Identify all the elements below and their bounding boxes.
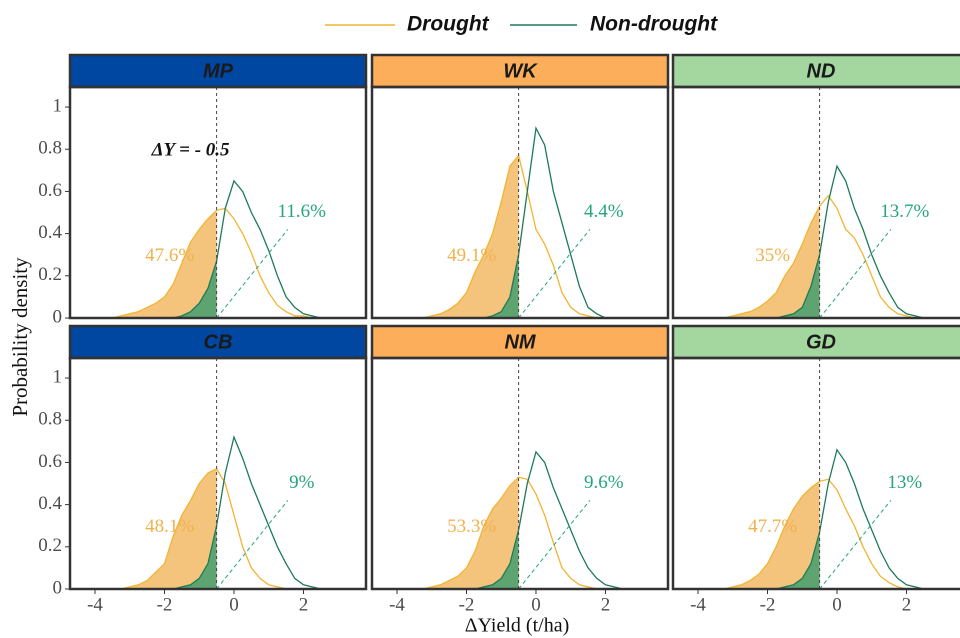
y-tick-label: 0.8 — [38, 138, 62, 159]
x-tick-label: -2 — [760, 594, 776, 615]
y-tick-label: 0.4 — [38, 493, 62, 514]
share-label: 11.6% — [278, 201, 327, 222]
leader-line — [518, 500, 591, 590]
shaded-area — [112, 261, 217, 318]
shaded-area — [715, 481, 820, 589]
x-tick-label: 0 — [229, 594, 239, 615]
leader-line — [819, 500, 892, 590]
y-tick-label: 0.2 — [38, 264, 62, 285]
y-tick-label: 0.6 — [38, 180, 62, 201]
panel-border — [370, 356, 670, 591]
strip-label: ND — [807, 60, 836, 82]
share-label: 47.7% — [748, 516, 797, 537]
density-line — [112, 435, 321, 590]
strip-label: WK — [503, 60, 538, 82]
legend-label: Non-drought — [590, 13, 718, 36]
x-tick-label: -2 — [459, 594, 475, 615]
share-label: 13.7% — [880, 201, 929, 222]
strip — [370, 53, 670, 89]
shaded-area — [715, 206, 820, 318]
strip-label: NM — [504, 331, 536, 353]
x-tick-label: 2 — [902, 594, 912, 615]
shaded-area — [715, 532, 820, 589]
leader-line — [216, 500, 289, 590]
share-label: 4.4% — [584, 201, 624, 222]
shaded-area — [112, 468, 217, 589]
density-line — [414, 476, 623, 590]
strip — [68, 324, 368, 360]
x-tick-label: 2 — [601, 594, 611, 615]
shaded-area — [414, 529, 519, 589]
shaded-area — [715, 254, 820, 318]
strip-label: CB — [204, 331, 233, 353]
y-tick-label: 1 — [53, 366, 63, 387]
x-axis-title: ΔYield (t/ha) — [465, 615, 570, 637]
leader-line — [216, 229, 289, 319]
share-label: 9% — [289, 472, 315, 493]
share-label: 13% — [887, 472, 922, 493]
x-tick-label: -4 — [87, 594, 103, 615]
y-tick-label: 0 — [53, 306, 63, 327]
y-axis-title: Probability density — [8, 257, 32, 417]
y-tick-label: 1 — [53, 95, 63, 116]
panel-border — [68, 356, 368, 591]
share-label: 48.1% — [145, 516, 194, 537]
x-tick-label: 0 — [832, 594, 842, 615]
density-line — [715, 194, 924, 319]
x-tick-label: 0 — [531, 594, 541, 615]
shaded-area — [414, 477, 519, 589]
strip-label: MP — [203, 60, 234, 82]
density-line — [112, 207, 321, 319]
shaded-area — [414, 155, 519, 318]
legend-label: Drought — [407, 13, 490, 36]
strip-label: GD — [806, 331, 836, 353]
y-tick-label: 0 — [53, 577, 63, 598]
x-tick-label: 2 — [299, 594, 309, 615]
share-label: 35% — [755, 245, 790, 266]
share-label: 9.6% — [584, 472, 624, 493]
leader-line — [518, 229, 591, 319]
panel-border — [671, 356, 960, 591]
density-line — [715, 478, 924, 590]
y-tick-label: 0.4 — [38, 222, 62, 243]
y-tick-label: 0.6 — [38, 451, 62, 472]
threshold-annotation: ΔY = - 0.5 — [151, 140, 230, 161]
shaded-area — [112, 525, 217, 589]
x-tick-label: -4 — [389, 594, 405, 615]
x-tick-label: -4 — [690, 594, 706, 615]
shaded-area — [414, 254, 519, 318]
panel-border — [671, 85, 960, 320]
share-label: 53.3% — [447, 516, 496, 537]
strip — [370, 324, 670, 360]
strip — [68, 53, 368, 89]
panel-border — [370, 85, 670, 320]
share-label: 47.6% — [145, 245, 194, 266]
y-tick-label: 0.2 — [38, 535, 62, 556]
share-label: 49.1% — [447, 245, 496, 266]
leader-line — [819, 229, 892, 319]
x-tick-label: -2 — [157, 594, 173, 615]
panel-border — [68, 85, 368, 320]
shaded-area — [112, 210, 217, 318]
y-tick-label: 0.8 — [38, 409, 62, 430]
strip — [671, 53, 960, 89]
